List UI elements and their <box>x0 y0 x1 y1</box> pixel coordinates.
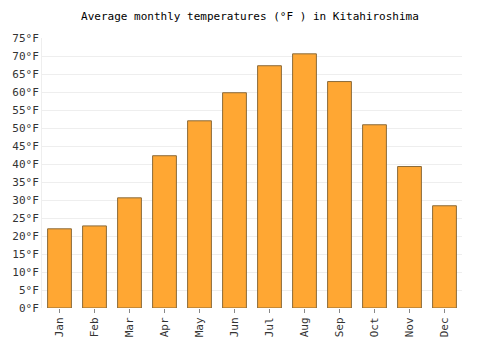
svg-text:Nov: Nov <box>403 317 416 337</box>
svg-text:25°F: 25°F <box>12 212 39 225</box>
svg-text:Apr: Apr <box>158 317 171 337</box>
svg-text:35°F: 35°F <box>12 176 39 189</box>
svg-text:Feb: Feb <box>88 317 101 337</box>
svg-text:Jul: Jul <box>263 317 276 337</box>
svg-text:55°F: 55°F <box>12 104 39 117</box>
svg-text:65°F: 65°F <box>12 68 39 81</box>
svg-text:15°F: 15°F <box>12 248 39 261</box>
svg-text:Aug: Aug <box>298 317 311 337</box>
svg-text:40°F: 40°F <box>12 158 39 171</box>
svg-text:60°F: 60°F <box>12 86 39 99</box>
svg-text:May: May <box>193 317 206 337</box>
svg-text:10°F: 10°F <box>12 266 39 279</box>
svg-text:5°F: 5°F <box>19 284 39 297</box>
svg-text:Jun: Jun <box>228 317 241 337</box>
svg-text:45°F: 45°F <box>12 140 39 153</box>
svg-text:Average monthly temperatures (: Average monthly temperatures (°F ) in Ki… <box>81 10 419 23</box>
svg-text:70°F: 70°F <box>12 50 39 63</box>
svg-text:Jan: Jan <box>53 317 66 337</box>
svg-text:30°F: 30°F <box>12 194 39 207</box>
svg-text:50°F: 50°F <box>12 122 39 135</box>
svg-text:Dec: Dec <box>438 317 451 337</box>
svg-text:Oct: Oct <box>368 317 381 337</box>
svg-text:75°F: 75°F <box>12 32 39 45</box>
svg-text:0°F: 0°F <box>19 302 39 315</box>
svg-text:Sep: Sep <box>333 317 346 337</box>
svg-text:Mar: Mar <box>123 317 136 337</box>
svg-text:20°F: 20°F <box>12 230 39 243</box>
